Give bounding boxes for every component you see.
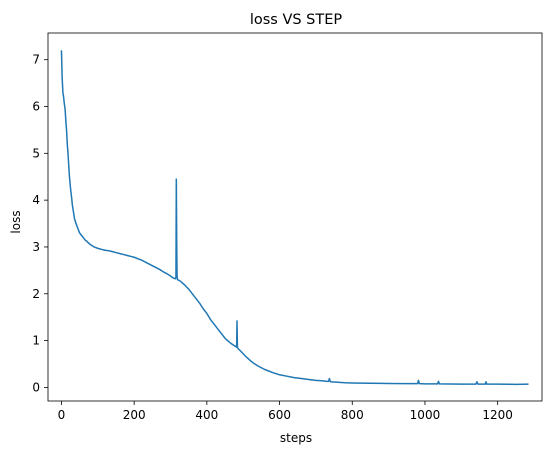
x-axis-label: steps bbox=[280, 431, 312, 445]
y-tick-label: 7 bbox=[32, 53, 40, 67]
axes-frame bbox=[47, 32, 543, 402]
y-tick-label: 2 bbox=[32, 287, 40, 301]
y-axis-ticks: 0 1 2 3 4 5 6 7 bbox=[32, 53, 48, 394]
x-axis-ticks: 0 200 400 600 800 1000 1200 bbox=[58, 401, 513, 422]
x-tick-label: 1000 bbox=[410, 408, 441, 422]
x-tick-label: 0 bbox=[58, 408, 66, 422]
chart-title: loss VS STEP bbox=[250, 12, 343, 28]
x-tick-label: 200 bbox=[123, 408, 146, 422]
y-tick-label: 3 bbox=[32, 240, 40, 254]
y-tick-label: 0 bbox=[32, 380, 40, 394]
loss-series-line bbox=[60, 50, 529, 386]
x-tick-label: 400 bbox=[195, 408, 218, 422]
y-tick-label: 5 bbox=[32, 146, 40, 160]
x-tick-label: 800 bbox=[341, 408, 364, 422]
y-axis-label: loss bbox=[9, 210, 23, 233]
x-tick-label: 600 bbox=[268, 408, 291, 422]
y-tick-label: 1 bbox=[32, 334, 40, 348]
x-tick-label: 1200 bbox=[482, 408, 513, 422]
plot-area: 0 200 400 600 800 1000 1200 0 1 2 3 4 5 6 7 bbox=[32, 32, 543, 422]
y-tick-label: 6 bbox=[32, 100, 40, 114]
y-tick-label: 4 bbox=[32, 193, 40, 207]
